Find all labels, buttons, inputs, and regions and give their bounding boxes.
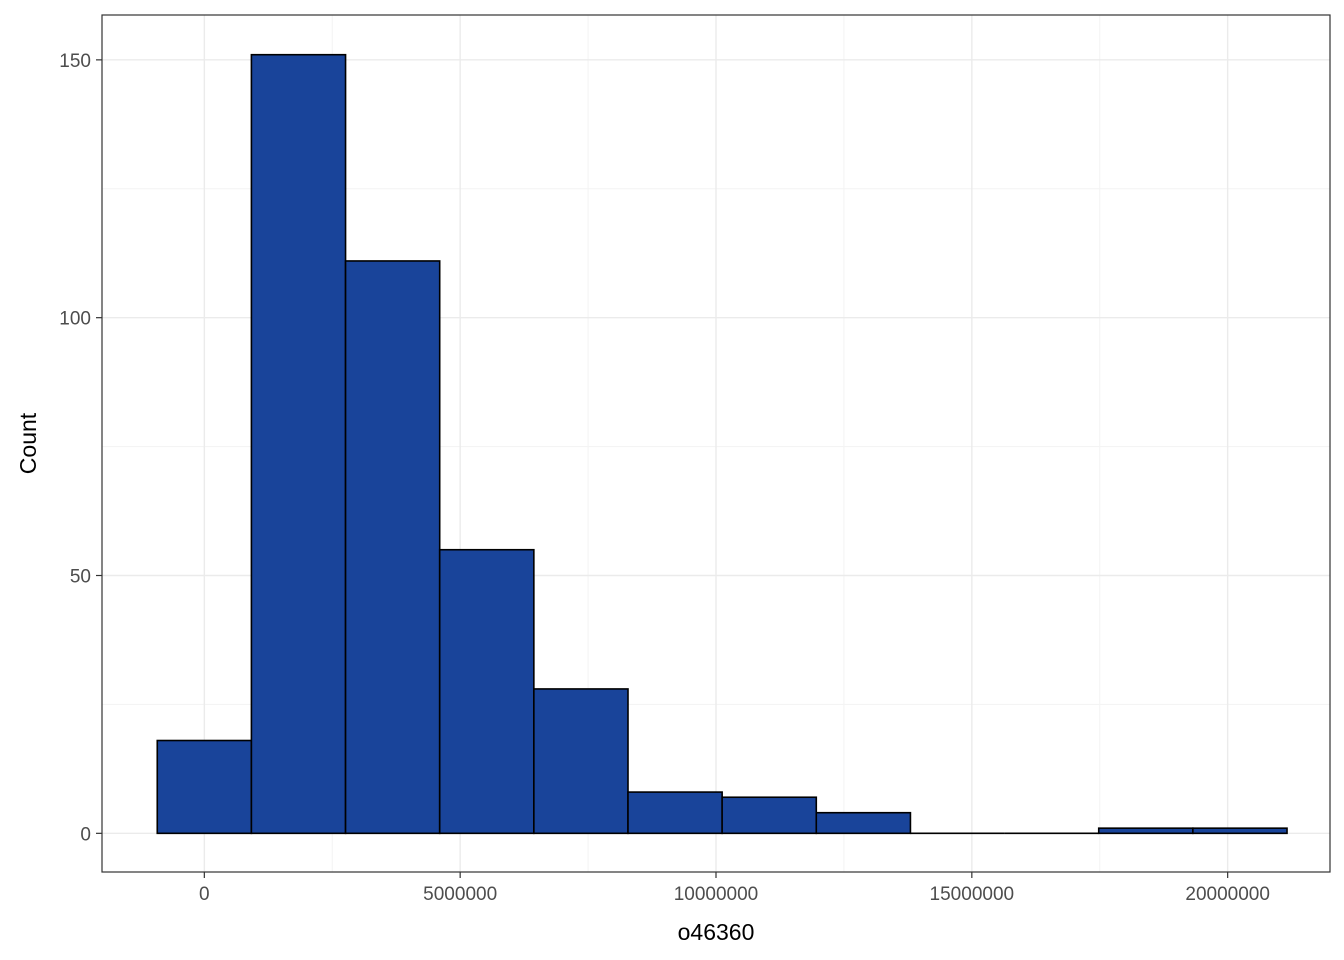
y-axis: 0 50 100 150: [59, 51, 102, 845]
x-tick-label: 5000000: [423, 884, 497, 905]
histogram-bar: [1097, 827, 1194, 835]
x-axis: 0 5000000 10000000 15000000 20000000: [199, 872, 1270, 905]
y-tick-label: 100: [59, 309, 91, 330]
y-tick-label: 150: [59, 51, 91, 72]
histogram-bars: [156, 53, 1288, 835]
histogram-bar: [344, 260, 441, 835]
histogram-bar: [1192, 827, 1288, 835]
y-tick-label: 0: [80, 824, 91, 845]
x-tick-label: 15000000: [930, 884, 1015, 905]
x-axis-title: o46360: [678, 919, 755, 945]
histogram-bar: [156, 739, 253, 835]
histogram-bar: [627, 791, 723, 835]
histogram-bar: [250, 53, 347, 835]
x-tick-label: 20000000: [1185, 884, 1270, 905]
histogram-bar: [533, 688, 629, 835]
x-tick-label: 10000000: [674, 884, 759, 905]
x-tick-label: 0: [199, 884, 210, 905]
y-tick-label: 50: [70, 567, 91, 588]
histogram-bar: [815, 811, 912, 835]
histogram-bar: [721, 796, 818, 835]
histogram-bar: [438, 548, 535, 835]
y-axis-title: Count: [15, 412, 41, 474]
